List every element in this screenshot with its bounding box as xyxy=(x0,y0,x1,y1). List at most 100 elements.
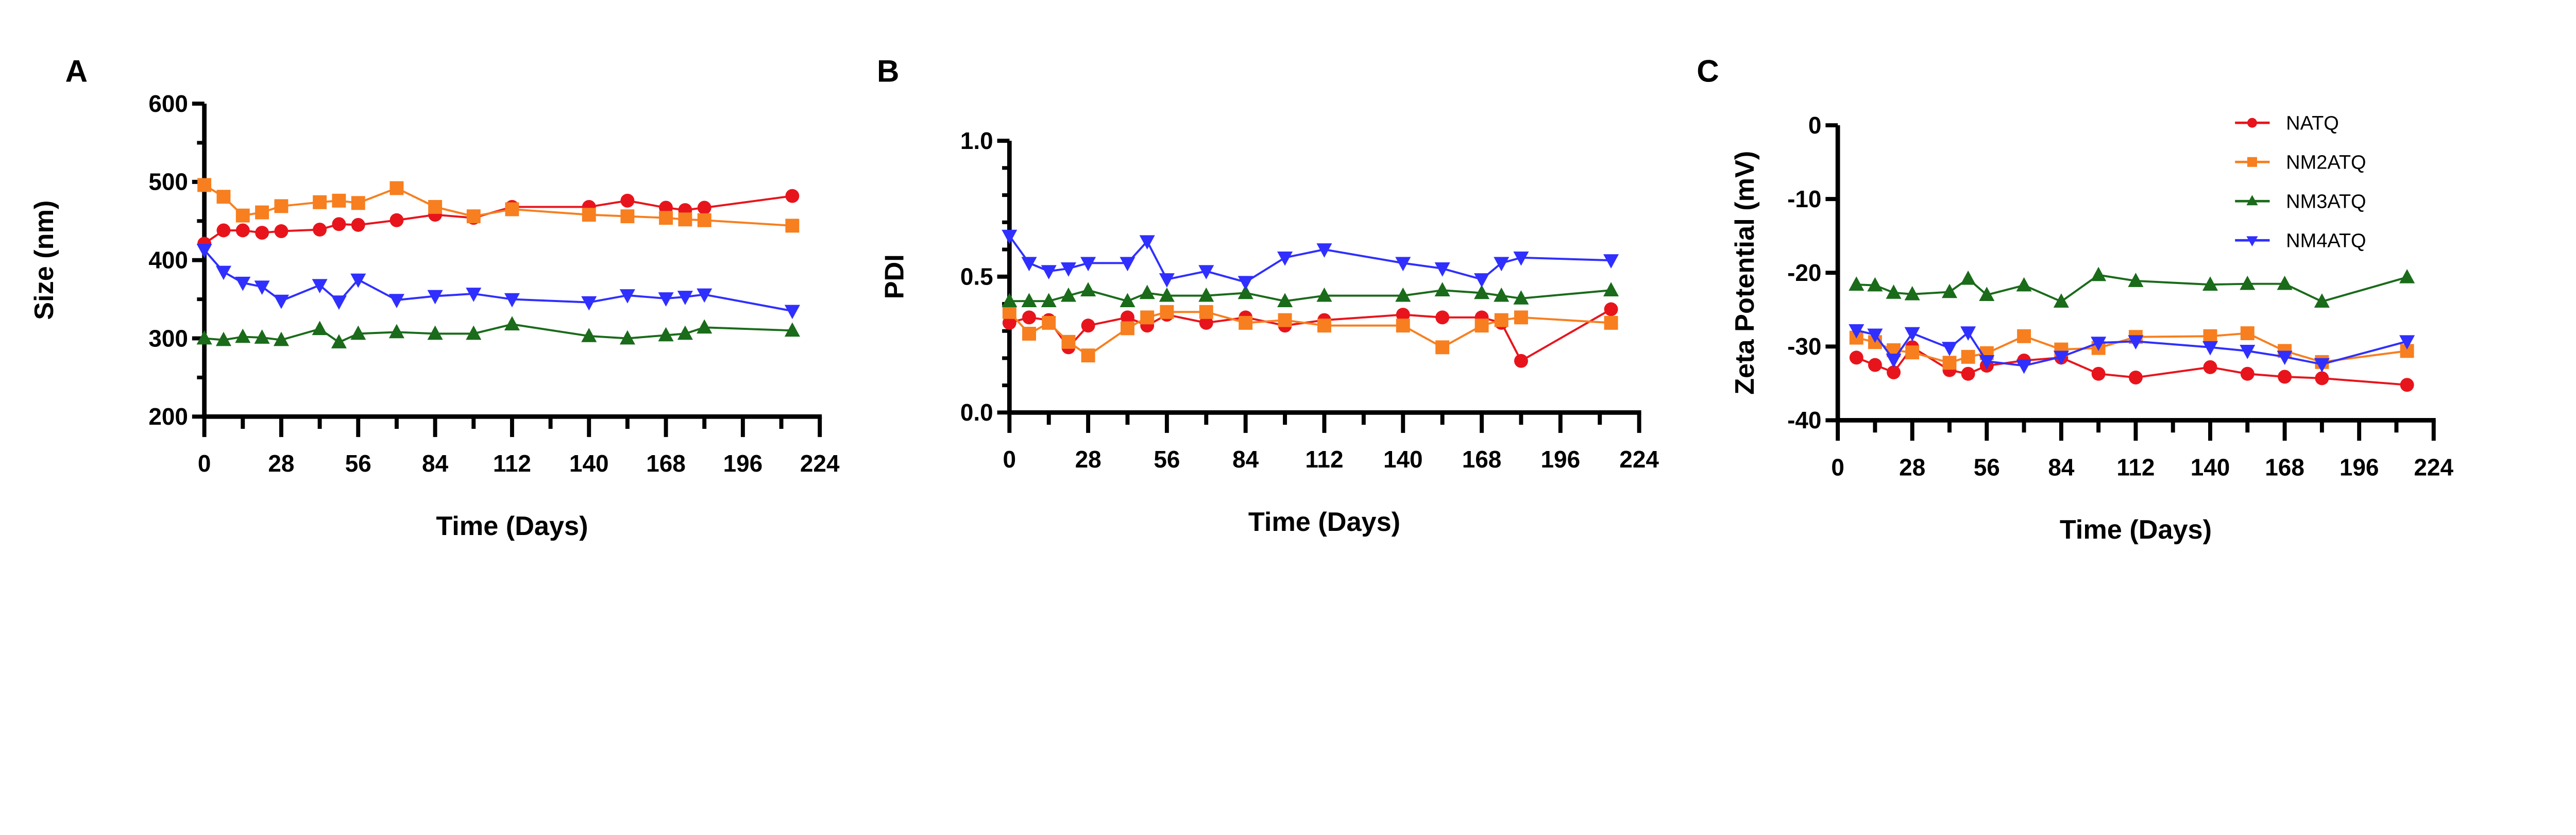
legend-label: NM3ATQ xyxy=(2286,191,2366,213)
data-point-nm3atq xyxy=(388,324,404,339)
data-point-nm4atq xyxy=(1979,355,1995,370)
data-point-nm3atq xyxy=(427,325,443,340)
data-point-nm3atq xyxy=(312,321,328,336)
data-point-natq xyxy=(389,213,404,227)
data-point-natq xyxy=(235,223,250,238)
data-point-nm3atq xyxy=(466,325,482,340)
data-point-nm2atq xyxy=(582,208,596,222)
data-point-nm3atq xyxy=(658,327,674,342)
data-point-natq xyxy=(1435,310,1450,325)
data-point-nm4atq xyxy=(1473,273,1490,288)
legend-marker-icon xyxy=(2246,195,2258,206)
data-point-nm3atq xyxy=(254,329,270,344)
data-point-nm3atq xyxy=(1238,285,1253,299)
data-point-nm3atq xyxy=(196,330,212,345)
data-point-natq xyxy=(1514,354,1528,368)
data-point-nm2atq xyxy=(1061,335,1076,349)
data-point-nm4atq xyxy=(1886,354,1902,368)
data-point-nm4atq xyxy=(2277,350,2293,365)
data-point-nm3atq xyxy=(1198,287,1214,302)
data-point-natq xyxy=(351,218,365,232)
data-point-nm3atq xyxy=(2277,275,2293,290)
panel-b-pdi-chart: B 0.0 0.5 1.0 0 28 56 84 112 140 168 196 224 Time (Da… xyxy=(877,54,1659,537)
data-point-nm4atq xyxy=(504,293,520,308)
x-tick-label: 168 xyxy=(2265,454,2304,480)
x-axis-title: Time (Days) xyxy=(436,511,588,541)
data-point-nm4atq xyxy=(1139,235,1155,250)
data-point-nm2atq xyxy=(1121,321,1134,336)
series-nm4atq xyxy=(196,244,800,320)
data-point-nm3atq xyxy=(331,334,347,348)
y-tick-label: 0.5 xyxy=(960,263,993,290)
panel-c-zeta-chart: C -40 -30 -20 -10 0 0 28 56 84 112 140 168 196 224 Time… xyxy=(1697,54,2453,545)
data-point-nm3atq xyxy=(1060,287,1076,302)
series-nm2atq xyxy=(197,178,800,233)
data-point-nm2atq xyxy=(620,209,635,224)
data-point-nm4atq xyxy=(427,290,443,305)
x-tick-label: 0 xyxy=(1003,446,1016,473)
data-point-nm2atq xyxy=(659,211,673,225)
data-point-nm4atq xyxy=(1041,265,1057,280)
y-tick-label: 0 xyxy=(1808,112,1822,139)
panel-letter: A xyxy=(65,54,88,88)
series-nm3atq xyxy=(1002,282,1619,308)
data-point-nm4atq xyxy=(1867,328,1883,343)
data-point-nm4atq xyxy=(331,295,347,310)
data-point-nm4atq xyxy=(1904,327,1920,342)
data-point-nm2atq xyxy=(235,208,250,223)
data-point-nm3atq xyxy=(1941,283,1958,298)
data-point-nm3atq xyxy=(235,328,251,343)
data-point-nm4atq xyxy=(1198,265,1214,280)
data-point-nm4atq xyxy=(2399,335,2415,350)
data-point-nm2atq xyxy=(197,178,212,192)
x-tick-label: 0 xyxy=(198,450,211,477)
data-point-nm3atq xyxy=(504,316,520,331)
y-tick-label: 500 xyxy=(148,169,188,195)
x-tick-label: 168 xyxy=(1462,446,1502,473)
data-point-nm2atq xyxy=(2240,326,2255,341)
data-point-nm2atq xyxy=(1905,345,1920,360)
data-point-nm4atq xyxy=(1395,257,1411,272)
data-point-nm2atq xyxy=(313,195,327,209)
data-point-nm3atq xyxy=(1473,285,1490,299)
data-point-nm2atq xyxy=(1140,310,1155,325)
data-point-nm2atq xyxy=(1160,305,1174,319)
x-tick-label: 224 xyxy=(800,450,840,477)
data-point-nm3atq xyxy=(619,330,635,345)
x-tick-label: 56 xyxy=(345,450,371,477)
data-point-nm4atq xyxy=(1060,262,1076,277)
data-point-nm4atq xyxy=(1120,257,1136,272)
panel-letter: C xyxy=(1697,54,1719,88)
data-point-natq xyxy=(1002,315,1016,330)
data-point-nm4atq xyxy=(1002,229,1018,244)
data-point-natq xyxy=(216,223,231,238)
data-point-nm4atq xyxy=(254,280,270,295)
x-tick-label: 224 xyxy=(2414,454,2453,480)
data-point-nm4atq xyxy=(697,288,713,303)
series-line-nm3atq xyxy=(1856,274,2408,303)
series-line-nm4atq xyxy=(1856,329,2408,367)
data-point-nm2atq xyxy=(1317,319,1331,333)
y-tick-label: 0.0 xyxy=(960,399,993,426)
data-point-nm3atq xyxy=(1494,287,1510,302)
data-point-nm2atq xyxy=(697,213,711,227)
x-tick-label: 140 xyxy=(569,450,609,477)
data-point-nm4atq xyxy=(1238,276,1253,291)
data-point-nm3atq xyxy=(1867,277,1883,292)
data-point-nm2atq xyxy=(1002,305,1016,319)
y-axis-title: Zeta Potential (mV) xyxy=(1730,151,1760,395)
x-tick-label: 224 xyxy=(1619,446,1659,473)
data-point-nm4atq xyxy=(1434,262,1450,277)
data-point-nm4atq xyxy=(1494,257,1510,272)
x-tick-label: 28 xyxy=(1899,454,1925,480)
data-point-nm4atq xyxy=(235,276,251,291)
series-nm4atq xyxy=(1002,229,1619,291)
x-tick-label: 84 xyxy=(1232,446,1259,473)
x-axis-title: Time (Days) xyxy=(2060,515,2212,545)
y-tick-label: -40 xyxy=(1787,407,1821,433)
x-axis-title: Time (Days) xyxy=(1248,507,1400,537)
panel-a-size-chart: A 200 300 400 500 600 0 28 56 84 112 140 168 196 224 Ti… xyxy=(29,54,840,541)
data-point-nm3atq xyxy=(697,319,713,334)
y-tick-label: -10 xyxy=(1787,186,1821,212)
